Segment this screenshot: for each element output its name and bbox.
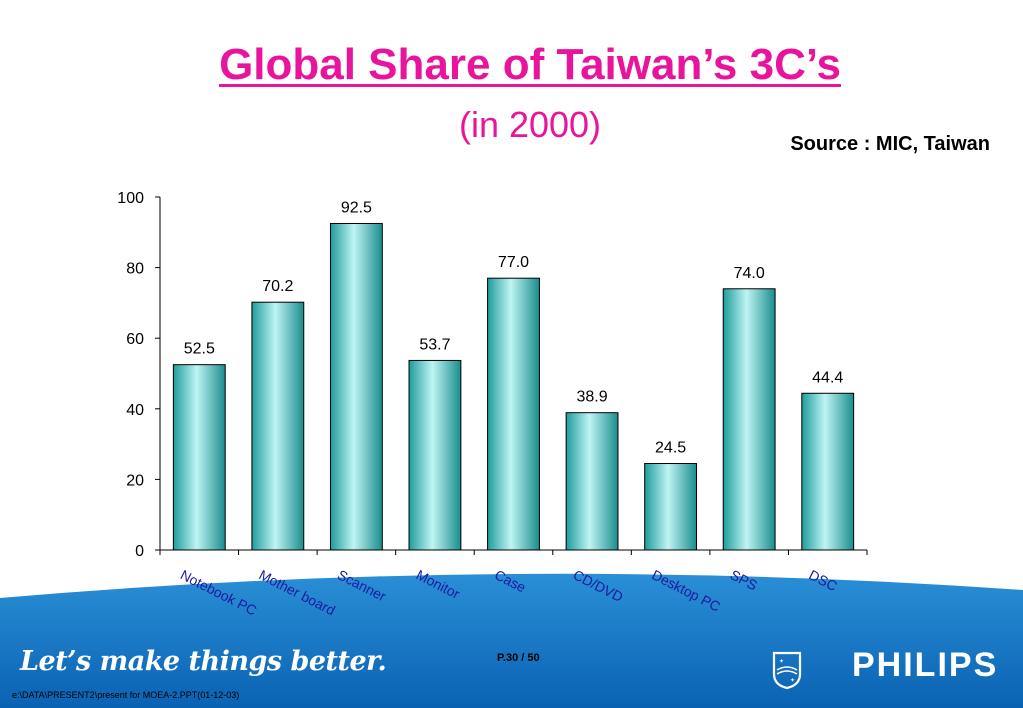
svg-text:✦: ✦: [790, 677, 795, 684]
y-tick-label: 60: [126, 331, 144, 348]
bar: [801, 392, 855, 551]
y-tick-label: 20: [126, 472, 144, 489]
svg-text:✦: ✦: [779, 658, 784, 665]
data-label: 44.4: [812, 369, 843, 386]
x-tick-label: CD/DVD: [571, 566, 626, 605]
bar: [565, 412, 619, 551]
y-tick-label: 80: [126, 261, 144, 278]
x-tick-label: DSC: [806, 566, 840, 594]
bar: [644, 463, 698, 551]
y-tick-label: 100: [117, 190, 144, 207]
bar: [722, 288, 776, 551]
x-tick-label: Mother board: [256, 566, 337, 618]
bar: [408, 359, 462, 551]
data-label: 24.5: [655, 440, 686, 457]
philips-shield-icon: ✦ ✦: [772, 651, 802, 690]
x-tick-label: Scanner: [335, 566, 389, 604]
x-tick-label: Monitor: [414, 566, 463, 602]
footer-band: [0, 573, 1023, 708]
philips-wordmark: PHILIPS: [852, 646, 999, 684]
data-label: 70.2: [262, 278, 293, 295]
data-label: 77.0: [498, 254, 529, 271]
file-path: e:\DATA\PRESENT2\present for MOEA-2.PPT(…: [12, 690, 240, 700]
philips-slogan: Let’s make things better.: [20, 646, 387, 677]
x-tick-label: SPS: [728, 566, 760, 593]
source-note: Source : MIC, Taiwan: [790, 133, 990, 155]
x-tick-label: Desktop PC: [649, 566, 723, 614]
slide-subtitle: (in 2000): [458, 104, 602, 145]
x-tick-label: Notebook PC: [178, 566, 259, 618]
bar: [172, 364, 226, 551]
slide-title: Global Share of Taiwan’s 3C’s: [219, 40, 841, 89]
data-label: 53.7: [419, 336, 450, 353]
page-number: P.30 / 50: [497, 652, 540, 664]
data-label: 38.9: [576, 389, 607, 406]
bar: [329, 222, 383, 551]
y-tick-label: 40: [126, 402, 144, 419]
data-label: 92.5: [341, 199, 372, 216]
x-tick-label: Case: [492, 566, 529, 595]
data-label: 74.0: [734, 265, 765, 282]
y-tick-label: 0: [135, 543, 144, 560]
bar: [487, 277, 540, 551]
data-label: 52.5: [184, 341, 215, 358]
bar: [251, 301, 305, 551]
